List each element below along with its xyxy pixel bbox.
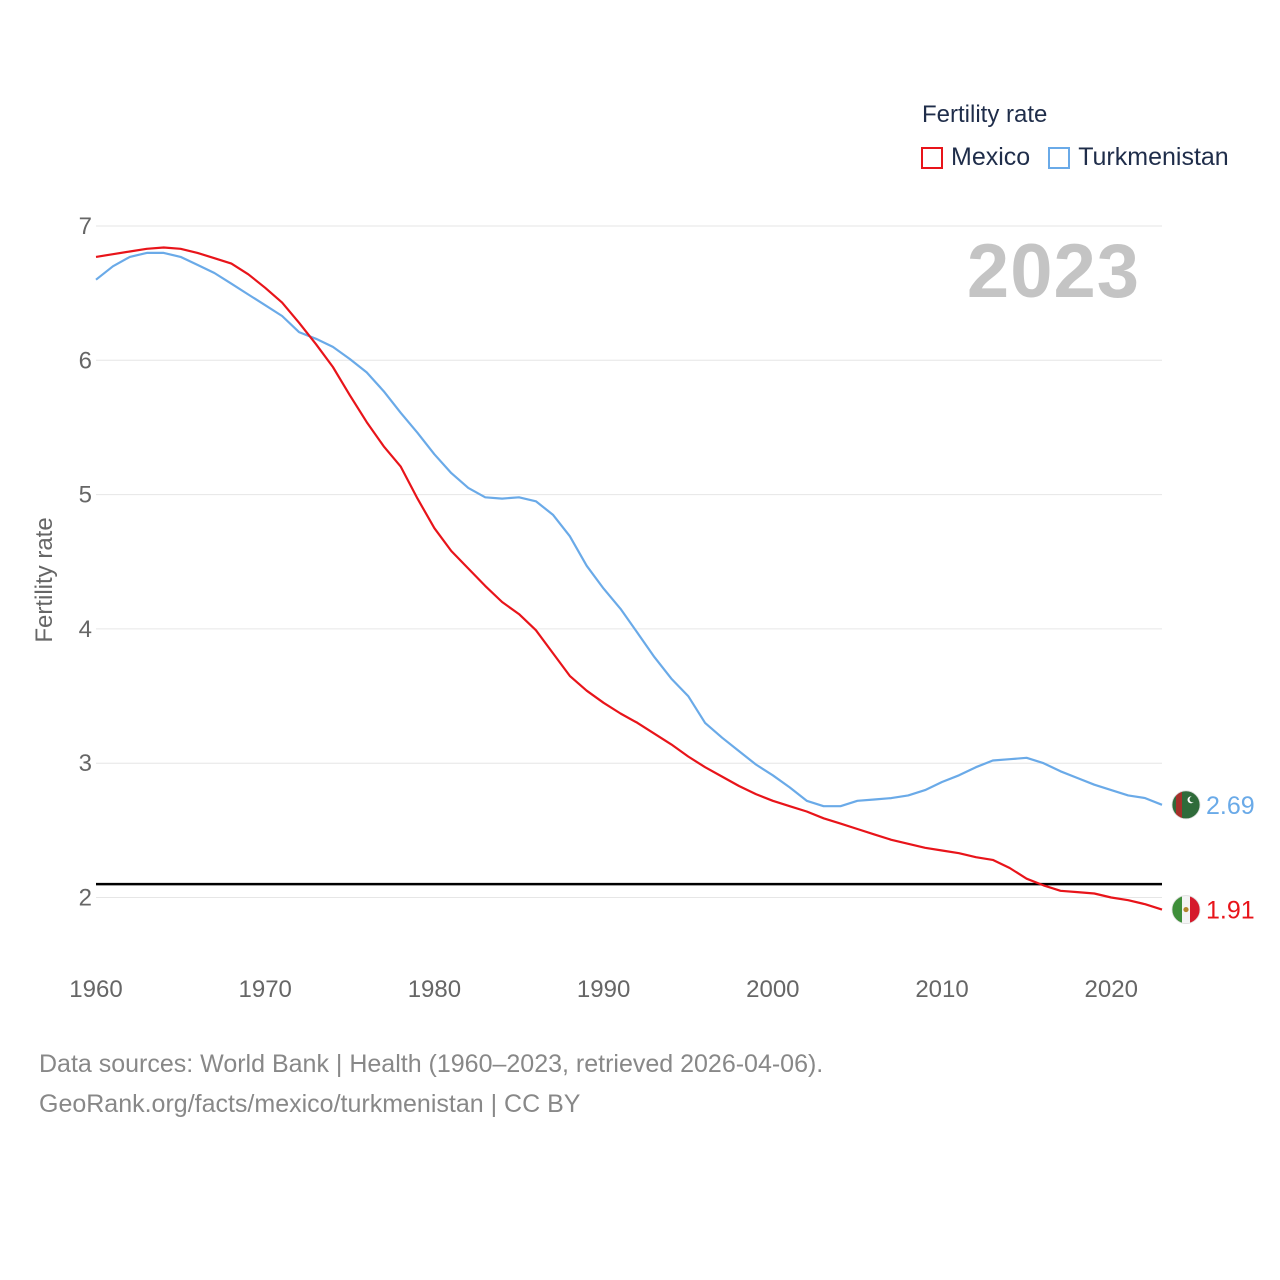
end-markers: 1.91 2.69 bbox=[1171, 790, 1255, 925]
x-tick-label: 1980 bbox=[408, 976, 461, 1003]
end-marker-turkmenistan bbox=[1171, 790, 1201, 820]
x-axis-ticks: 1960 1970 1980 1990 2000 2010 2020 bbox=[69, 976, 1138, 1003]
x-tick-label: 2000 bbox=[746, 976, 799, 1003]
sources-line: Data sources: World Bank | Health (1960–… bbox=[39, 1050, 824, 1078]
y-axis-ticks: 2 3 4 5 6 7 bbox=[79, 213, 92, 912]
x-tick-label: 1960 bbox=[69, 976, 122, 1003]
legend-swatch-mexico bbox=[921, 146, 943, 169]
y-tick-label: 3 bbox=[79, 750, 92, 777]
legend-item-mexico[interactable]: Mexico bbox=[921, 143, 1030, 172]
legend-swatch-turkmenistan bbox=[1048, 146, 1071, 169]
series-lines bbox=[95, 246, 1163, 911]
attribution-line[interactable]: GeoRank.org/facts/mexico/turkmenistan | … bbox=[39, 1090, 581, 1118]
y-axis-label: Fertility rate bbox=[31, 517, 58, 642]
end-value-label-mexico: 1.91 bbox=[1206, 897, 1255, 925]
x-tick-label: 1990 bbox=[577, 976, 630, 1003]
flag-icon-mexico bbox=[1172, 895, 1200, 924]
legend-item-turkmenistan[interactable]: Turkmenistan bbox=[1048, 143, 1229, 172]
end-value-label-turkmenistan: 2.69 bbox=[1206, 792, 1255, 820]
x-tick-label: 1970 bbox=[239, 976, 292, 1003]
x-tick-label: 2010 bbox=[915, 976, 968, 1003]
flag-icon-turkmenistan bbox=[1172, 790, 1200, 819]
x-tick-label: 2020 bbox=[1085, 976, 1138, 1003]
y-tick-label: 2 bbox=[79, 885, 92, 912]
grid-lines bbox=[96, 225, 1162, 898]
legend-label-turkmenistan: Turkmenistan bbox=[1078, 143, 1229, 171]
y-tick-label: 7 bbox=[79, 213, 92, 240]
legend-label-mexico: Mexico bbox=[951, 143, 1031, 171]
current-year-label: 2023 bbox=[966, 229, 1140, 314]
y-tick-label: 6 bbox=[79, 347, 92, 374]
data-sources: Data sources: World Bank | Health (1960–… bbox=[39, 1044, 823, 1124]
series-line-turkmenistan bbox=[95, 251, 1163, 808]
legend: Mexico Turkmenistan bbox=[921, 143, 1247, 172]
legend-title: Fertility rate bbox=[922, 101, 1048, 128]
end-marker-mexico bbox=[1171, 895, 1201, 924]
series-line-mexico bbox=[95, 246, 1163, 911]
y-tick-label: 5 bbox=[79, 482, 92, 509]
y-tick-label: 4 bbox=[79, 616, 92, 643]
